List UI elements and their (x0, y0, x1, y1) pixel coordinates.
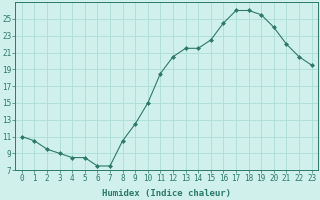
X-axis label: Humidex (Indice chaleur): Humidex (Indice chaleur) (102, 189, 231, 198)
